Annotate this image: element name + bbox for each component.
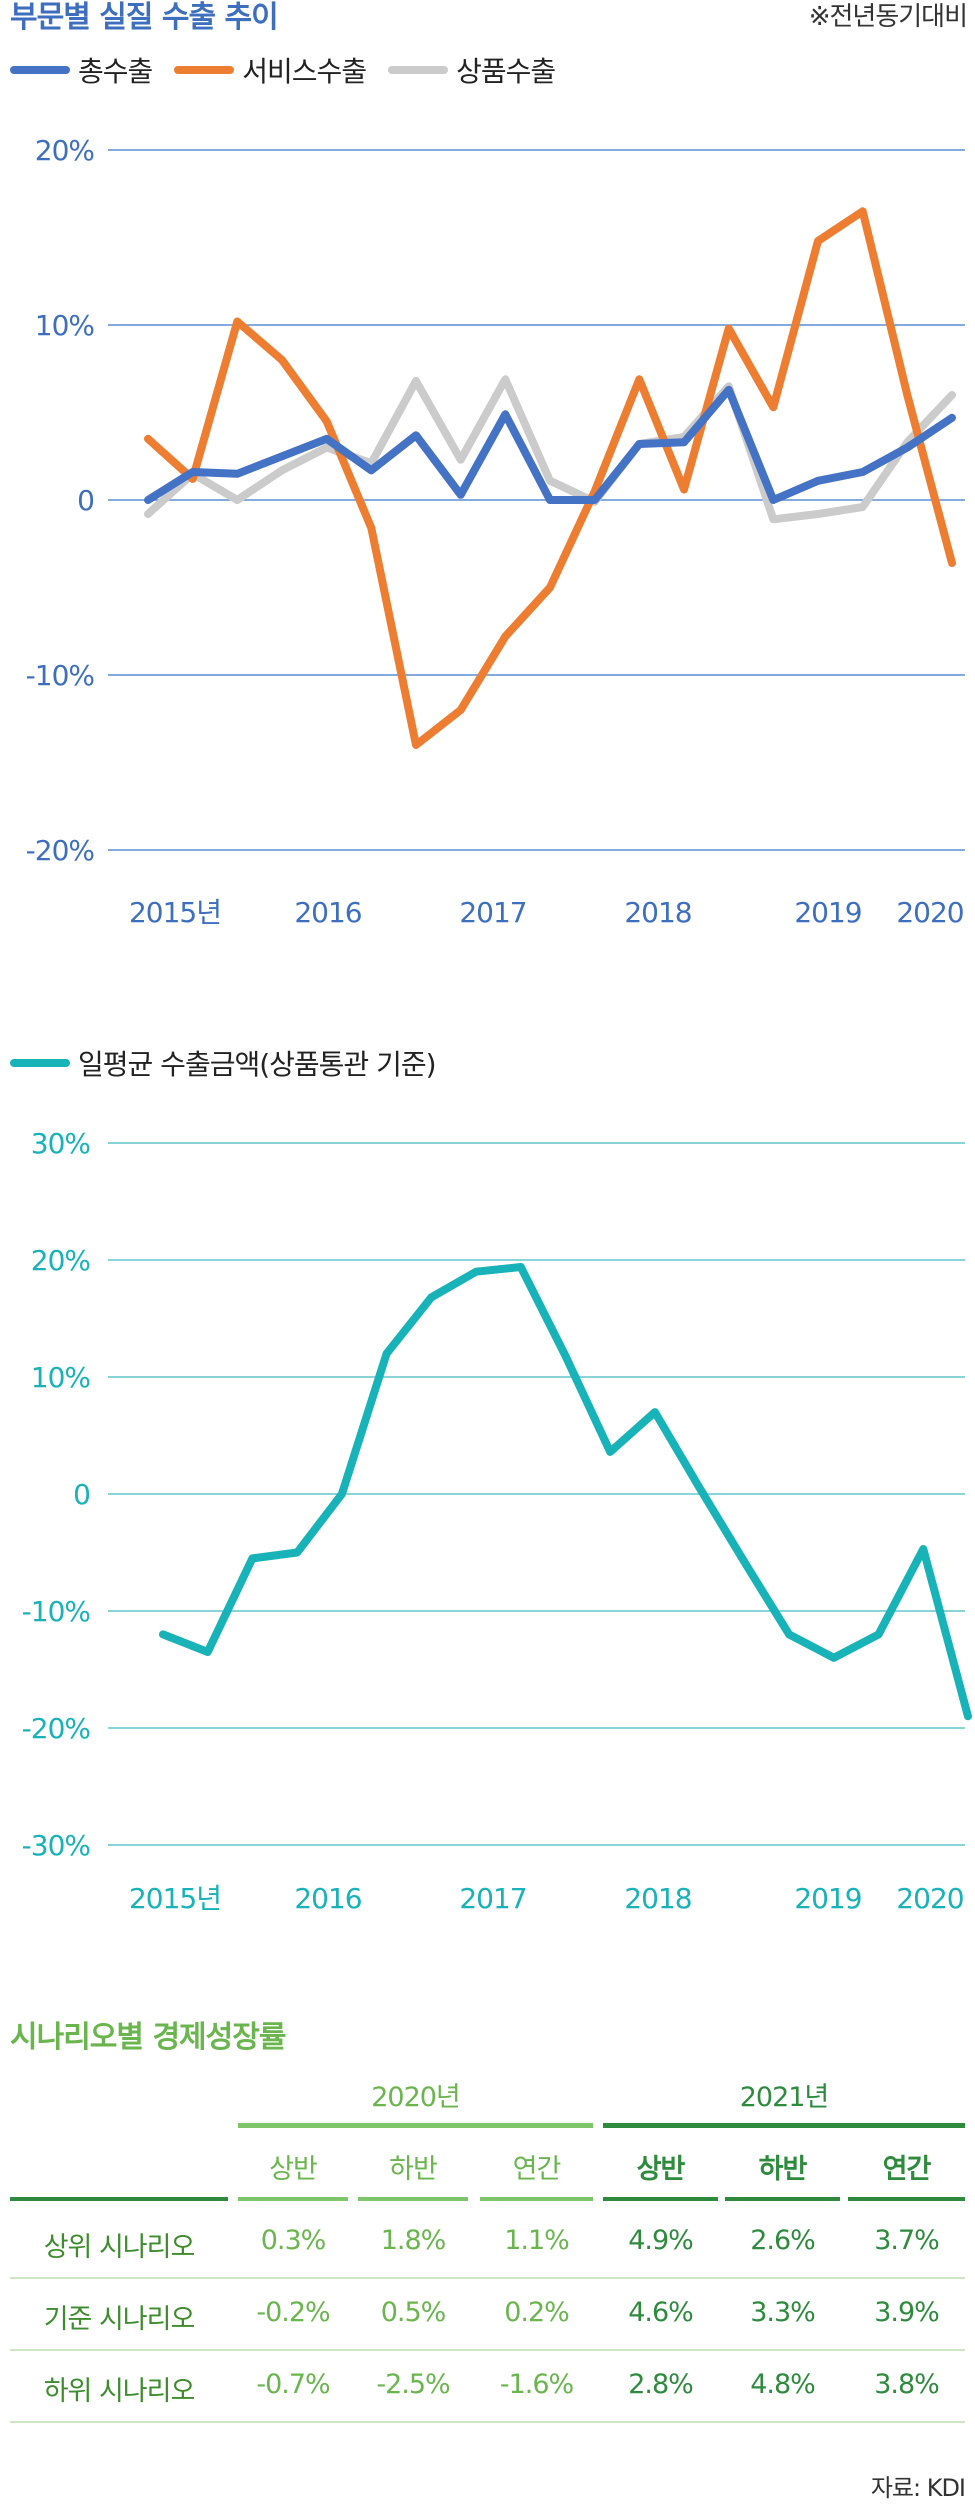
y-tick-label: -20% xyxy=(22,1712,91,1745)
row-rule-upper xyxy=(10,2277,965,2279)
chart1-title: 부문별 실질 수출 추이 xyxy=(10,0,279,35)
subhead-rule-2020-h1 xyxy=(238,2197,348,2201)
y-tick-label: -10% xyxy=(26,659,95,692)
row-rule-base xyxy=(10,2349,965,2351)
row-rule-lower xyxy=(10,2421,965,2423)
subhead-2020-h1: 상반 xyxy=(269,2154,318,2185)
chart1-legend: 총수출 서비스수출 상품수출 xyxy=(10,50,577,90)
row-label-base: 기준 시나리오 xyxy=(43,2304,196,2335)
x-tick-label: 2018 xyxy=(624,896,691,929)
source-note: 자료: KDI xyxy=(870,2474,966,2502)
legend-swatch-daily xyxy=(10,1059,70,1067)
year-2021-rule xyxy=(603,2123,965,2128)
x-tick-label: 2019 xyxy=(794,1882,861,1915)
cell-upper-2020-year: 1.1% xyxy=(504,2225,570,2256)
x-tick-label: 2020 xyxy=(896,896,963,929)
legend-label-goods: 상품수출 xyxy=(456,55,556,88)
x-tick-label: 2015년 xyxy=(129,1882,221,1915)
chart1-note: ※전년동기대비 xyxy=(808,2,968,32)
legend-swatch-goods xyxy=(388,66,449,74)
y-tick-label: 0 xyxy=(73,1478,90,1511)
cell-upper-2021-year: 3.7% xyxy=(874,2225,940,2256)
cell-upper-2020-h2: 1.8% xyxy=(380,2225,447,2256)
y-tick-label: -10% xyxy=(22,1595,91,1628)
x-tick-label: 2020 xyxy=(896,1882,963,1915)
cell-lower-2021-year: 3.8% xyxy=(874,2369,940,2400)
cell-lower-2021-h1: 2.8% xyxy=(628,2369,694,2400)
x-tick-label: 2017 xyxy=(459,896,526,929)
x-tick-label: 2015년 xyxy=(129,896,221,929)
subhead-rule-2021-h2 xyxy=(725,2197,840,2201)
cell-base-2021-h1: 4.6% xyxy=(628,2297,694,2328)
legend-label-total: 총수출 xyxy=(78,55,153,88)
subhead-rule-2021-h1 xyxy=(603,2197,718,2201)
legend-item-goods: 상품수출 xyxy=(388,50,556,90)
series-line xyxy=(144,207,956,749)
cell-base-2020-h1: -0.2% xyxy=(256,2297,330,2328)
y-tick-label: 0 xyxy=(77,484,94,517)
table-title: 시나리오별 경제성장률 xyxy=(10,2020,286,2055)
y-tick-label: 20% xyxy=(31,1244,91,1277)
cell-lower-2020-year: -1.6% xyxy=(499,2369,574,2400)
cell-upper-2021-h2: 2.6% xyxy=(750,2225,816,2256)
y-tick-label: -30% xyxy=(22,1829,91,1862)
cell-lower-2021-h2: 4.8% xyxy=(750,2369,816,2400)
x-tick-label: 2017 xyxy=(459,1882,526,1915)
year-2020-rule xyxy=(238,2123,593,2128)
y-tick-label: 10% xyxy=(31,1361,91,1394)
y-tick-label: -20% xyxy=(26,834,95,867)
cell-base-2021-year: 3.9% xyxy=(874,2297,940,2328)
chart2-legend: 일평균 수출금액(상품통관 기준) xyxy=(10,1043,437,1083)
y-tick-label: 30% xyxy=(31,1127,91,1160)
scenario-table: 2020년 2021년 상반 하반 연간 상반 하반 연간 상위 시나리오 0.… xyxy=(0,2075,975,2455)
legend-label-service: 서비스수출 xyxy=(242,55,367,88)
row-label-upper: 상위 시나리오 xyxy=(43,2232,196,2263)
subhead-rule-2020-h2 xyxy=(358,2197,468,2201)
cell-base-2020-h2: 0.5% xyxy=(380,2297,447,2328)
y-tick-label: 10% xyxy=(35,309,95,342)
legend-swatch-service xyxy=(174,66,235,74)
x-tick-label: 2019 xyxy=(794,896,861,929)
legend-swatch-total xyxy=(10,66,70,74)
cell-lower-2020-h2: -2.5% xyxy=(376,2369,450,2400)
subhead-rule-2021-year xyxy=(848,2197,965,2201)
subhead-rule-left xyxy=(10,2197,228,2201)
year-2021: 2021년 xyxy=(739,2082,830,2113)
series-line xyxy=(159,1263,972,1721)
x-tick-label: 2016 xyxy=(294,1882,361,1915)
chart1-plot: 20% 10% 0 -10% -20% 2015년 2016 2017 2018 2019 2020 xyxy=(26,134,965,929)
subhead-2021-h1: 상반 xyxy=(636,2154,686,2185)
row-label-lower: 하위 시나리오 xyxy=(43,2376,196,2407)
cell-upper-2021-h1: 4.9% xyxy=(628,2225,694,2256)
subhead-2020-h2: 하반 xyxy=(389,2154,438,2185)
legend-item-service: 서비스수출 xyxy=(174,50,367,90)
subhead-2021-h2: 하반 xyxy=(758,2154,808,2185)
subhead-rule-2020-year xyxy=(480,2197,593,2201)
cell-base-2021-h2: 3.3% xyxy=(750,2297,816,2328)
cell-lower-2020-h1: -0.7% xyxy=(256,2369,330,2400)
series-line xyxy=(144,385,956,504)
legend-item-total: 총수출 xyxy=(10,50,153,90)
cell-upper-2020-h1: 0.3% xyxy=(260,2225,327,2256)
year-2020: 2020년 xyxy=(371,2082,461,2113)
legend-label-daily: 일평균 수출금액(상품통관 기준) xyxy=(78,1048,437,1081)
cell-base-2020-year: 0.2% xyxy=(504,2297,570,2328)
x-tick-label: 2018 xyxy=(624,1882,691,1915)
x-tick-label: 2016 xyxy=(294,896,361,929)
subhead-2021-year: 연간 xyxy=(882,2154,932,2185)
chart2-plot: 30% 20% 10% 0 -10% -20% -30% 2015년 2016 2017 2018 2… xyxy=(22,1127,972,1915)
y-tick-label: 20% xyxy=(35,134,95,167)
series-line xyxy=(144,375,956,524)
subhead-2020-year: 연간 xyxy=(512,2154,562,2185)
